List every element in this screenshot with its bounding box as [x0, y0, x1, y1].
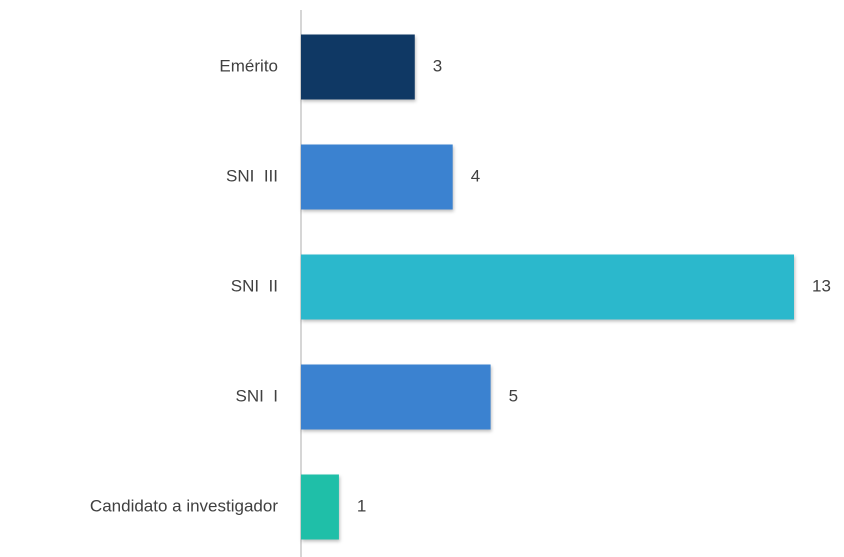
y-tick-label: Candidato a investigador: [90, 496, 278, 515]
y-tick-label: SNI II: [231, 276, 278, 295]
value-label: 1: [357, 496, 366, 515]
value-label: 3: [433, 56, 442, 75]
y-tick-label: SNI I: [235, 386, 278, 405]
value-label: 4: [471, 166, 480, 185]
y-tick-label: Emérito: [219, 56, 278, 75]
bar: [301, 254, 794, 320]
value-label: 13: [812, 276, 831, 295]
y-tick-label: SNI III: [226, 166, 278, 185]
bar: [301, 474, 339, 540]
value-label: 5: [509, 386, 518, 405]
bar: [301, 144, 453, 210]
bar: [301, 364, 491, 430]
bar: [301, 34, 415, 100]
